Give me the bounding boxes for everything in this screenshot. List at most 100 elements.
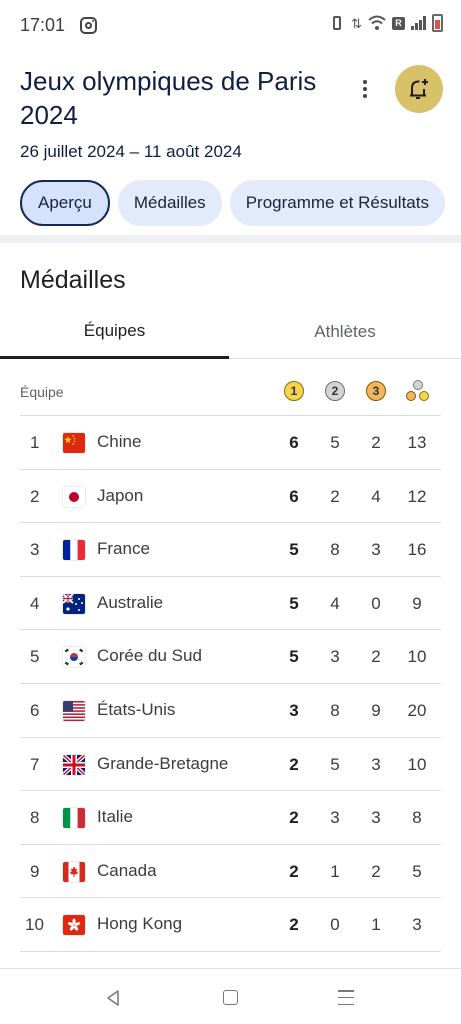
total-count: 16 [407,540,427,560]
chip-apercu[interactable]: Aperçu [20,180,110,226]
gold-medal-icon: 1 [284,381,304,401]
italy-flag-icon [63,808,85,829]
silver-count: 8 [330,700,340,720]
australia-flag-icon [63,593,85,614]
japan-flag-icon [63,486,85,507]
menu-lines-icon[interactable] [338,990,354,1005]
gold-count: 2 [289,808,299,828]
rank: 4 [30,593,40,613]
table-row[interactable]: 6 États-Unis 3 8 9 20 [20,684,441,738]
china-flag-icon [63,433,85,453]
status-icons: ⇅ R [329,14,443,32]
country-name: Canada [97,860,157,880]
france-flag-icon [63,540,85,561]
vibrate-icon [329,14,345,32]
silver-count: 4 [330,593,340,613]
signal-icon [411,16,426,30]
medals-section-title: Médailles [20,266,126,294]
page-title: Jeux olympiques de Paris 2024 [20,66,317,130]
table-header: Équipe 1 2 3 [20,368,441,416]
chip-medailles[interactable]: Médailles [117,180,222,226]
section-divider [0,235,461,243]
system-navigation-bar [0,968,461,1024]
gold-count: 5 [289,647,299,667]
bronze-count: 9 [371,700,381,720]
home-square-icon[interactable] [223,990,238,1005]
gold-count: 5 [289,593,299,613]
canada-flag-icon [63,861,85,882]
table-row[interactable]: 9 Canada 2 1 2 5 [20,845,441,899]
silver-count: 2 [330,486,340,506]
bronze-count: 4 [371,486,381,506]
bronze-medal-icon: 3 [366,381,386,401]
rank: 6 [30,700,40,720]
tab-equipes[interactable]: Équipes [0,305,229,359]
instagram-icon [80,17,97,34]
rank: 9 [30,861,40,881]
total-count: 3 [412,915,422,935]
table-row[interactable]: 7 Grande-Bretagne 2 5 3 10 [20,738,441,792]
event-dates: 26 juillet 2024 – 11 août 2024 [20,142,242,161]
total-medals-icon [406,380,430,402]
table-row[interactable]: 4 Australie 5 4 0 9 [20,577,441,631]
rank: 10 [25,915,44,935]
rank: 8 [30,808,40,828]
silver-count: 8 [330,540,340,560]
wifi-icon [368,15,386,30]
bronze-count: 0 [371,593,381,613]
total-count: 8 [412,808,422,828]
gold-count: 2 [289,861,299,881]
gold-count: 6 [289,486,299,506]
bronze-count: 2 [371,861,381,881]
status-time: 17:01 [20,15,66,35]
rank: 3 [30,540,40,560]
hong-kong-flag-icon [63,915,85,936]
total-count: 9 [412,593,422,613]
bronze-count: 1 [371,915,381,935]
data-arrows-icon: ⇅ [351,15,362,31]
silver-count: 3 [330,808,340,828]
back-triangle-icon[interactable] [104,989,122,1007]
rank: 5 [30,647,40,667]
status-bar: 17:01 ⇅ R [0,0,461,50]
total-count: 12 [407,486,427,506]
bronze-count: 3 [371,540,381,560]
country-name: Chine [97,432,142,451]
bronze-count: 3 [371,808,381,828]
silver-count: 1 [330,861,340,881]
bell-add-icon [410,79,428,99]
uk-flag-icon [63,754,85,775]
gold-count: 3 [289,700,299,720]
total-count: 13 [407,433,427,452]
more-vert-icon [363,80,367,84]
roaming-badge: R [392,16,405,30]
chip-programme-resultats[interactable]: Programme et Résultats [229,180,445,226]
bronze-count: 2 [371,433,381,452]
total-count: 20 [407,700,427,720]
country-name: Italie [97,807,133,827]
table-row[interactable]: 1 Chine 6 5 2 13 [20,416,441,470]
team-column-header: Équipe [20,384,64,400]
tab-athletes[interactable]: Athlètes [314,322,376,341]
more-options-button[interactable] [352,74,378,104]
south-korea-flag-icon [63,647,85,668]
total-count: 5 [412,861,422,881]
rank: 1 [30,433,40,452]
gold-count: 2 [289,754,299,774]
table-row[interactable]: 5 Corée du Sud 5 3 2 10 [20,630,441,684]
total-count: 10 [407,754,427,774]
table-row[interactable]: 8 Italie 2 3 3 8 [20,791,441,845]
rank: 7 [30,754,40,774]
table-row[interactable]: 2 Japon 6 2 4 12 [20,470,441,524]
silver-count: 0 [330,915,340,935]
usa-flag-icon [63,700,85,721]
rank: 2 [30,486,40,506]
table-row[interactable]: 3 France 5 8 3 16 [20,523,441,577]
country-name: France [97,539,150,559]
silver-count: 5 [330,754,340,774]
silver-count: 3 [330,647,340,667]
bronze-count: 3 [371,754,381,774]
follow-button[interactable] [395,65,443,113]
silver-medal-icon: 2 [325,381,345,401]
table-row[interactable]: 10 Hong Kong 2 0 1 3 [20,898,441,952]
